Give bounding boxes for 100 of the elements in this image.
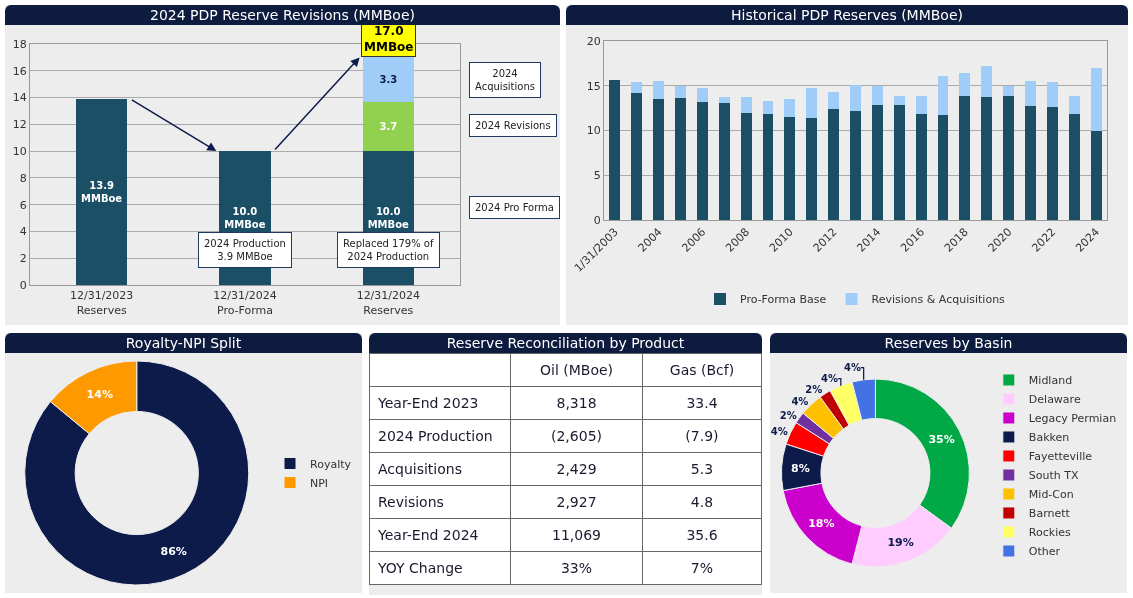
y-tick-label: 10 xyxy=(12,144,27,158)
text: Reserve Reconciliation by Product xyxy=(369,333,762,353)
legend-label: Bakken xyxy=(1028,431,1070,445)
bar xyxy=(653,99,665,220)
bar xyxy=(718,102,730,220)
bar xyxy=(1068,113,1080,220)
y-tick-label: 0 xyxy=(19,278,27,292)
y-tick-label: 15 xyxy=(586,79,601,93)
bar xyxy=(1046,82,1058,108)
legend-label: NPI xyxy=(310,476,329,490)
y-tick-label: 4 xyxy=(19,225,27,239)
data-label: 13.9 MMBoe xyxy=(80,179,123,204)
data-label: 10.0 MMBoe xyxy=(224,206,266,231)
chart-title: 2024 PDP Reserve Revisions (MMBoe) xyxy=(5,5,560,25)
y-tick-label: 2 xyxy=(19,252,27,266)
text: 2,927 xyxy=(510,485,643,519)
bar xyxy=(828,92,840,110)
data-label: 4% xyxy=(791,396,809,408)
total-label: 17.0 MMBoe xyxy=(364,24,414,54)
y-tick-label: 5 xyxy=(593,169,601,183)
y-tick-label: 6 xyxy=(19,198,27,212)
data-label: 4% xyxy=(843,362,861,374)
bar xyxy=(609,80,621,220)
bar xyxy=(784,117,796,220)
bar xyxy=(362,57,415,102)
bar xyxy=(915,114,927,220)
bar xyxy=(1090,130,1102,220)
data-label: 8% xyxy=(791,461,810,475)
y-tick-label: 0 xyxy=(593,213,601,227)
bar xyxy=(1046,107,1058,220)
x-tick-label: 12/31/2023 Reserves xyxy=(69,289,134,317)
y-tick-label: 8 xyxy=(19,171,27,185)
data-label: 3.7 xyxy=(379,120,398,132)
text: 8,318 xyxy=(510,386,643,420)
bar xyxy=(893,95,905,106)
bar xyxy=(959,73,971,97)
y-tick-label: 12 xyxy=(12,118,27,132)
text: (7.9) xyxy=(642,419,762,453)
text: 5.3 xyxy=(642,452,762,486)
text: Year-End 2023 xyxy=(369,386,511,420)
bar xyxy=(1068,95,1080,114)
data-label: 2% xyxy=(805,384,823,396)
legend-label: Other xyxy=(1028,545,1061,559)
bar xyxy=(871,85,883,106)
y-tick-label: 18 xyxy=(12,37,27,51)
x-tick-label: 12/31/2024 Reserves xyxy=(356,289,421,317)
legend-label: Royalty xyxy=(310,457,352,471)
data-label: 4% xyxy=(821,373,839,385)
bar xyxy=(850,84,861,111)
legend-label: Pro-Forma Base xyxy=(740,293,827,307)
legend-label: Rockies xyxy=(1028,526,1071,540)
bar xyxy=(362,101,415,152)
y-tick-label: 20 xyxy=(586,34,601,48)
y-tick-label: 10 xyxy=(586,124,601,138)
bar xyxy=(937,75,949,116)
bar xyxy=(631,82,643,93)
text: Year-End 2024 xyxy=(369,518,511,552)
text: 2,429 xyxy=(510,452,643,486)
legend-label: Legacy Permian xyxy=(1028,412,1117,426)
y-tick-label: 14 xyxy=(12,91,27,105)
bar xyxy=(937,115,949,220)
bar xyxy=(981,97,993,220)
data-label: 35% xyxy=(928,432,955,446)
data-label: 3.3 xyxy=(379,73,398,85)
bar xyxy=(850,110,861,220)
annotation: 2024 Production 3.9 MMBoe xyxy=(204,238,286,262)
text: 2024 Acquisitions xyxy=(475,68,535,92)
donut-slice xyxy=(24,360,250,586)
bar xyxy=(653,81,665,100)
text: YOY Change xyxy=(369,551,511,585)
data-label: 2% xyxy=(779,410,797,422)
legend-label: Revisions & Acquisitions xyxy=(871,293,1006,307)
bar xyxy=(959,96,971,220)
bar xyxy=(740,112,752,220)
text: 2024 Production xyxy=(369,419,511,453)
chart-title: Reserves by Basin xyxy=(770,333,1127,353)
text: Revisions xyxy=(369,485,511,519)
text: Oil (MBoe) xyxy=(510,353,643,387)
text: (2,605) xyxy=(510,419,643,453)
bar xyxy=(981,66,993,98)
legend-label: Delaware xyxy=(1028,393,1081,407)
text: Gas (Bcf) xyxy=(642,353,762,387)
bar xyxy=(675,85,687,99)
text: 2024 Revisions xyxy=(475,120,551,131)
bar xyxy=(806,117,818,220)
bar xyxy=(871,105,883,220)
text: 4.8 xyxy=(642,485,762,519)
bar xyxy=(675,98,687,220)
bar xyxy=(696,88,708,102)
text: 11,069 xyxy=(510,518,643,552)
data-label: 10.0 MMBoe xyxy=(367,206,410,231)
legend-label: Fayetteville xyxy=(1028,450,1093,464)
bar xyxy=(806,88,818,118)
bar xyxy=(1024,106,1036,220)
bar xyxy=(631,92,643,220)
data-label: 18% xyxy=(808,517,835,531)
bar xyxy=(1024,81,1036,107)
bar xyxy=(718,97,730,103)
text: 35.6 xyxy=(642,518,762,552)
bar xyxy=(828,109,840,220)
